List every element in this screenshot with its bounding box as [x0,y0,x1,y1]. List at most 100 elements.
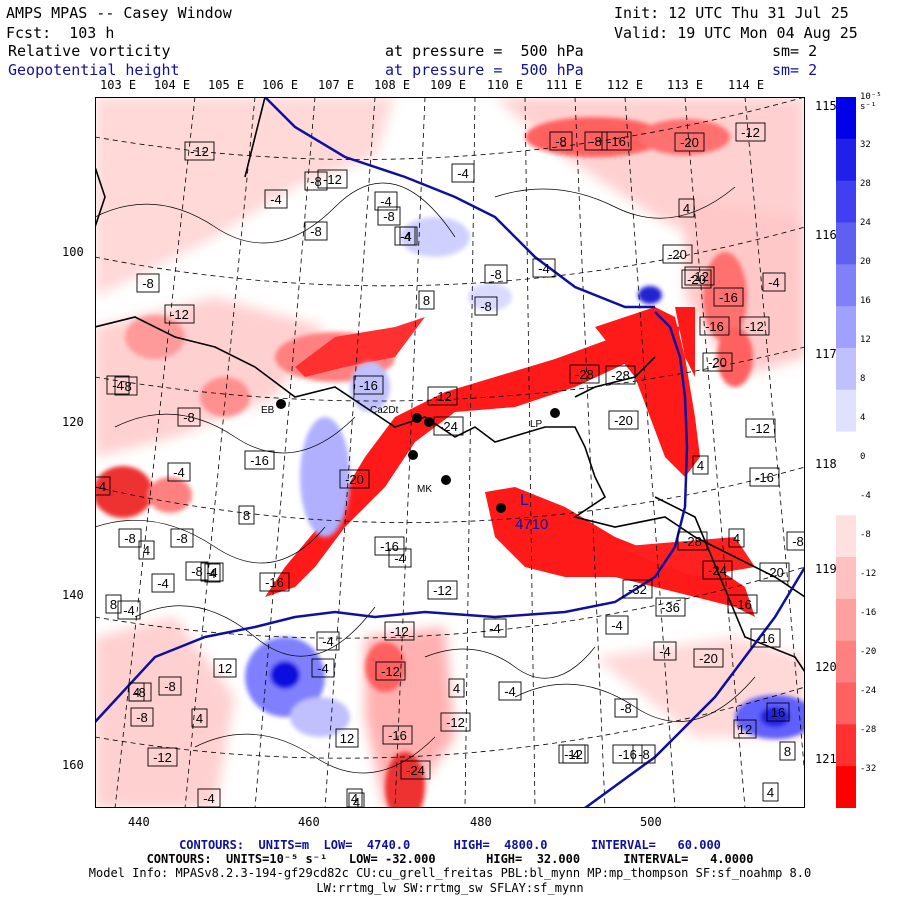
contour-label-text: -12 [381,664,400,679]
lon-label: 110 E [487,78,524,92]
contour-label-text: -4 [400,229,412,244]
color-bar-segment [836,389,856,433]
color-bar-segment [836,473,856,516]
contour-label: -20 [702,352,733,372]
contour-label: -16 [353,375,384,395]
footer-height-contours: CONTOURS: UNITS=m LOW= 4740.0 HIGH= 4800… [179,838,721,852]
contour-label: 8 [105,594,122,614]
contour-label-text: 8 [243,508,250,523]
contour-label-text: -20 [765,565,784,580]
footer-model-info-2: LW:rrtmg_lw SW:rrtmg_sw SFLAY:sf_mynn [316,881,584,895]
contour-label: -20 [759,562,790,582]
contour-label-text: -4 [157,576,169,591]
contour-label: -16 [749,467,780,487]
contour-label: 4 [138,540,155,560]
contour-label-text: -12 [323,172,342,187]
contour-label: -12 [427,580,458,600]
contour-label-text: -20 [680,135,699,150]
contour-label-text: -16 [265,575,284,590]
contour-label-text: 4 [697,458,704,473]
contour-label-text: -24 [708,563,727,578]
contour-label-text: 12 [738,722,752,737]
station-marker [441,475,451,485]
contour-label: -8 [584,131,608,151]
lon-label: 111 E [546,78,583,92]
station-marker [496,503,506,513]
station-marker [424,417,434,427]
field2-smoothing: sm= 2 [772,61,818,79]
color-bar-tick: 20 [860,257,871,267]
contour-label: -4 [117,600,141,620]
contour-label-text: -16 [359,378,378,393]
contour-label: 8 [418,290,435,310]
lon-label: 105 E [208,78,245,92]
contour-label: -8 [158,676,182,696]
contour-label-text: 4 [196,711,203,726]
contour-label-text: -20 [699,651,718,666]
valid-time: Valid: 19 UTC Mon 04 Aug 25 [614,24,858,42]
contour-label: 8 [238,505,255,525]
contour-label-text: -28 [575,367,594,382]
contour-label-text: -8 [124,531,136,546]
map-frame [95,97,805,808]
lon-label: 109 E [430,78,467,92]
contour-label: -4 [653,641,677,661]
contour-label: -8 [304,171,328,191]
contour-label-text: -16 [618,747,637,762]
color-bar-tick: -8 [860,530,871,540]
contour-label: -20 [662,244,693,264]
contour-label: -4 [762,272,786,292]
contour-label: -16 [259,572,290,592]
field2-name: Geopotential height [8,61,180,79]
footer-model-info: Model Info: MPASv8.2.3-194-gf29cd82c CU:… [88,866,812,880]
title: AMPS MPAS -- Casey Window [6,4,232,22]
lon-label: 104 E [154,78,191,92]
contour-label: -20 [693,648,724,668]
y-tick-label: 160 [62,758,84,772]
contour-label: -12 [684,266,715,286]
contour-label-text: 4 [404,229,411,244]
contour-label: -4 [311,658,335,678]
contour-label-text: 4 [767,785,774,800]
color-bar-tick: -32 [860,764,877,774]
contour-label: -4 [106,375,130,395]
contour-label-text: -4 [112,378,124,393]
contour-label-text: -20 [708,355,727,370]
contour-label-text: -8 [792,534,804,549]
contour-label-text: -4 [173,465,185,480]
contour-label: 4 [348,792,365,808]
contour-label: -8 [549,131,573,151]
forecast-hour: Fcst: 103 h [6,24,115,42]
contour-label-text: 8 [110,597,117,612]
contour-label: -24 [400,760,431,780]
contour-label: -12 [427,386,458,406]
color-bar [836,97,856,808]
low-value: 4710 [515,516,548,533]
contour-label: -8 [632,744,656,764]
contour-label: -4 [605,615,629,635]
contour-label-text: 16 [771,705,785,720]
contour-label: -32 [622,579,653,599]
station-label: EB [261,405,275,416]
strong-negative-vorticity-bands [265,307,755,617]
contour-label-text: -28 [683,534,702,549]
contour-label: -8 [114,376,138,396]
contour-label: 4 [692,455,709,475]
contour-label-text: -8 [480,299,492,314]
contour-label-text: -16 [380,539,399,554]
color-bar-segment [836,222,856,265]
contour-label-text: -12 [433,389,452,404]
contour-label: -8 [177,407,201,427]
contour-label-text: -20 [345,472,364,487]
contour-label-text: -12 [564,747,583,762]
contour-label: -16 [699,316,730,336]
contour-label: -12 [735,122,766,142]
station-labels: EB Ca2Dt LP MK [261,405,543,495]
color-bar-tick: -28 [860,725,877,735]
contour-label: -16 [601,131,632,151]
field1-level: at pressure = 500 hPa [385,42,584,60]
contour-label: -8 [377,206,401,226]
contour-label: 4 [678,198,695,218]
positive-vorticity-shading [245,217,805,739]
x-tick-label: 440 [128,815,150,829]
